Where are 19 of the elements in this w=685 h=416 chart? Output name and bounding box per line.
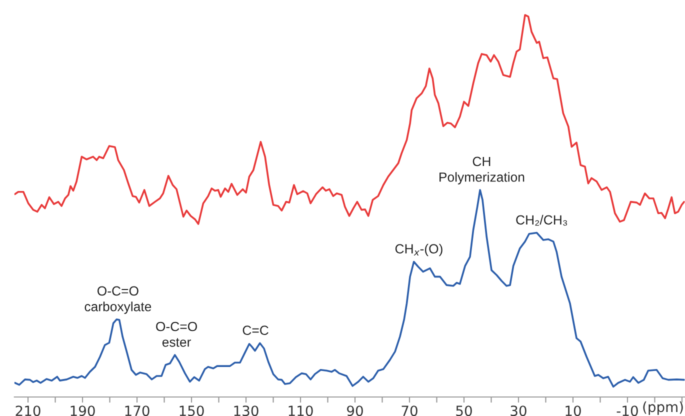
- annotation: O-C=O carboxylate: [84, 286, 152, 314]
- x-tick-label: 50: [456, 406, 472, 416]
- annotation: CH₂/CH₃: [516, 214, 568, 226]
- x-tick-label: -10: [616, 406, 638, 416]
- x-tick-label: 90: [347, 406, 363, 416]
- x-tick-label: 70: [402, 406, 418, 416]
- x-tick-label: 170: [125, 406, 150, 416]
- x-tick-label: 150: [180, 406, 204, 416]
- x-tick-label: 190: [70, 406, 95, 416]
- x-tick-label: 30: [510, 406, 526, 416]
- annotation: C=C: [242, 326, 268, 335]
- x-tick-label: 110: [288, 406, 313, 416]
- annotation: CH Polymerization: [440, 156, 524, 184]
- x-tick-label: 130: [234, 406, 258, 416]
- x-tick-label: 210: [16, 406, 40, 416]
- x-tick-label: 10: [566, 406, 581, 416]
- annotation: CH$_{x}$-(O): [395, 244, 442, 256]
- annotation: O-C=O ester: [156, 322, 197, 347]
- x-axis-title: (ppm): [643, 401, 683, 415]
